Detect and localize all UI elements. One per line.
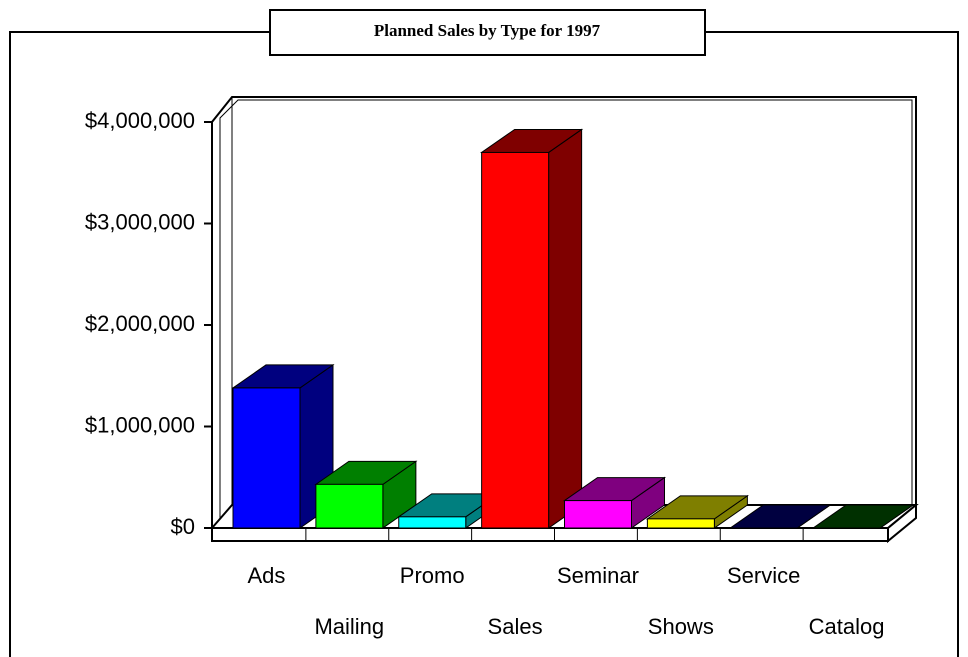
x-tick-label: Promo bbox=[400, 563, 465, 588]
y-tick-label: $3,000,000 bbox=[85, 209, 195, 234]
bar-front bbox=[398, 516, 467, 529]
bar bbox=[645, 494, 749, 529]
bar-top bbox=[728, 504, 832, 529]
x-tick-label: Seminar bbox=[557, 563, 639, 588]
bar bbox=[314, 460, 418, 529]
x-tick-label: Ads bbox=[247, 563, 285, 588]
x-tick-label: Sales bbox=[488, 614, 543, 639]
title-box bbox=[269, 9, 706, 56]
x-tick-label: Service bbox=[727, 563, 800, 588]
floor-side bbox=[887, 502, 917, 544]
y-tick-label: $2,000,000 bbox=[85, 311, 195, 336]
bar bbox=[811, 504, 915, 529]
bar-side bbox=[548, 128, 583, 529]
frame bbox=[9, 9, 959, 657]
x-tick-label: Catalog bbox=[809, 614, 885, 639]
frame-line bbox=[9, 31, 270, 657]
chart-title: Planned Sales by Type for 1997 bbox=[374, 21, 601, 40]
bar-front bbox=[481, 151, 550, 529]
bar-front bbox=[564, 500, 632, 529]
bar-front bbox=[646, 518, 715, 529]
bar-front bbox=[232, 387, 301, 529]
floor-front bbox=[211, 527, 889, 542]
bar bbox=[562, 476, 667, 529]
bar bbox=[728, 504, 832, 529]
wall-line bbox=[219, 99, 913, 530]
x-tick-label: Mailing bbox=[314, 614, 384, 639]
y-tick-label: $1,000,000 bbox=[85, 412, 195, 437]
y-tick-label: $0 bbox=[171, 514, 195, 539]
y-tick-label: $4,000,000 bbox=[85, 108, 195, 133]
x-tick-label: Shows bbox=[648, 614, 714, 639]
bar-top bbox=[811, 504, 915, 529]
bar bbox=[231, 363, 335, 529]
bar bbox=[480, 128, 584, 529]
frame-line bbox=[705, 31, 959, 657]
bar-front bbox=[315, 483, 384, 529]
